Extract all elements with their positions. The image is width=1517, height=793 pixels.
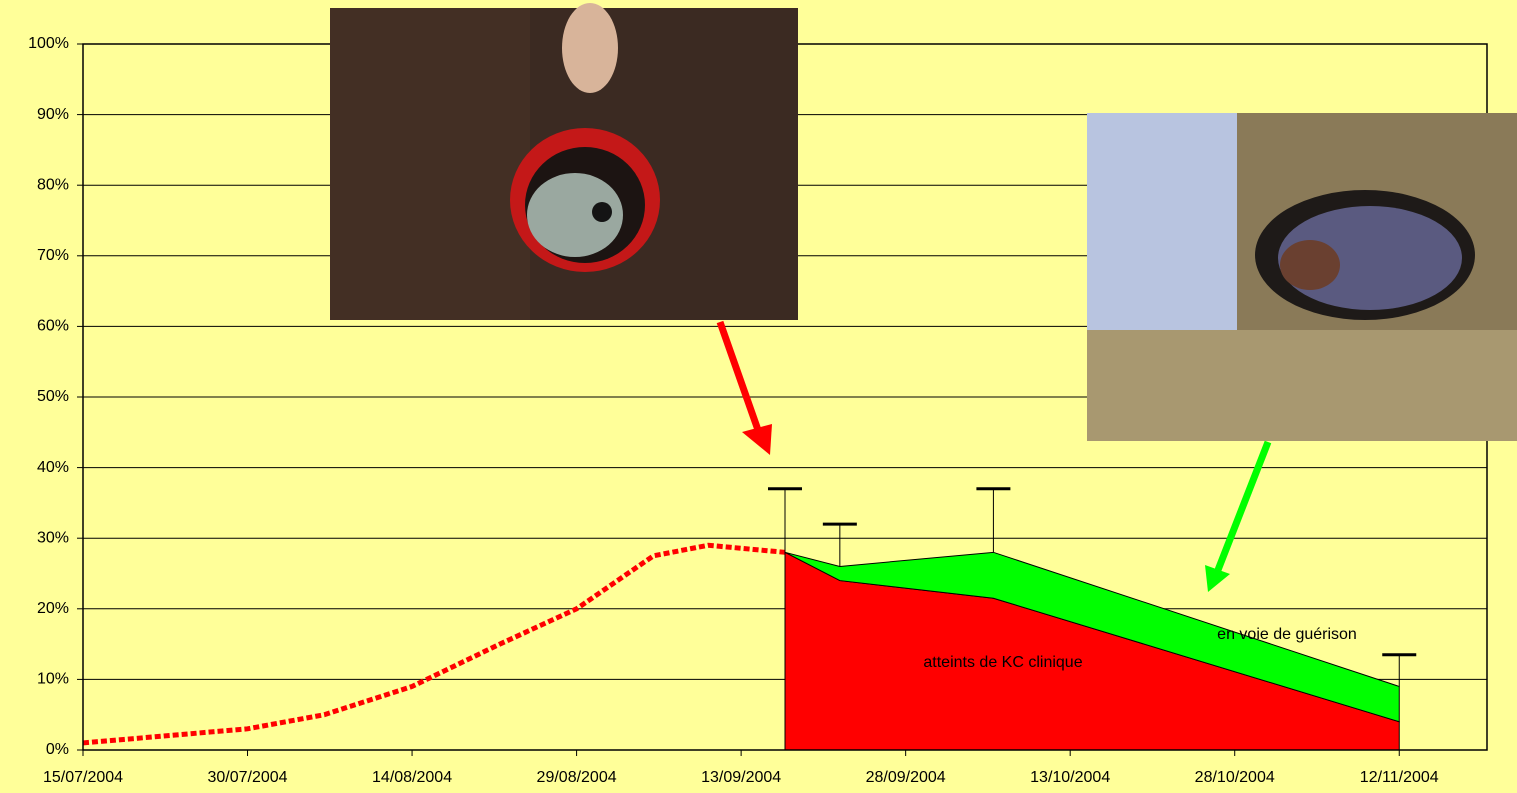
- series-label: en voie de guérison: [1217, 626, 1357, 643]
- y-tick-label: 20%: [37, 600, 69, 617]
- chart: 0% 10% 20% 30% 40% 50% 60% 70% 80% 90% 100% 15/07/2…: [0, 0, 1517, 793]
- x-tick-label: 12/11/2004: [1360, 769, 1439, 786]
- y-tick-label: 70%: [37, 247, 69, 264]
- y-tick-label: 90%: [37, 106, 69, 123]
- x-tick-label: 13/10/2004: [1030, 769, 1110, 786]
- x-tick-label: 29/08/2004: [537, 769, 617, 786]
- x-tick-label: 28/09/2004: [866, 769, 946, 786]
- x-tick-label: 15/07/2004: [43, 769, 123, 786]
- x-tick-label: 30/07/2004: [207, 769, 287, 786]
- photo-healing-eye: [1087, 113, 1517, 441]
- photo-diseased-eye: [330, 3, 798, 320]
- x-tick-label: 14/08/2004: [372, 769, 452, 786]
- x-tick-label: 28/10/2004: [1195, 769, 1275, 786]
- y-tick-label: 60%: [37, 318, 69, 335]
- y-tick-label: 30%: [37, 529, 69, 546]
- series-label: atteints de KC clinique: [923, 654, 1082, 671]
- y-tick-label: 10%: [37, 671, 69, 688]
- y-tick-label: 100%: [28, 35, 69, 52]
- y-tick-label: 80%: [37, 176, 69, 193]
- y-tick-label: 50%: [37, 388, 69, 405]
- x-tick-label: 13/09/2004: [701, 769, 781, 786]
- y-tick-label: 40%: [37, 459, 69, 476]
- y-tick-label: 0%: [46, 741, 69, 758]
